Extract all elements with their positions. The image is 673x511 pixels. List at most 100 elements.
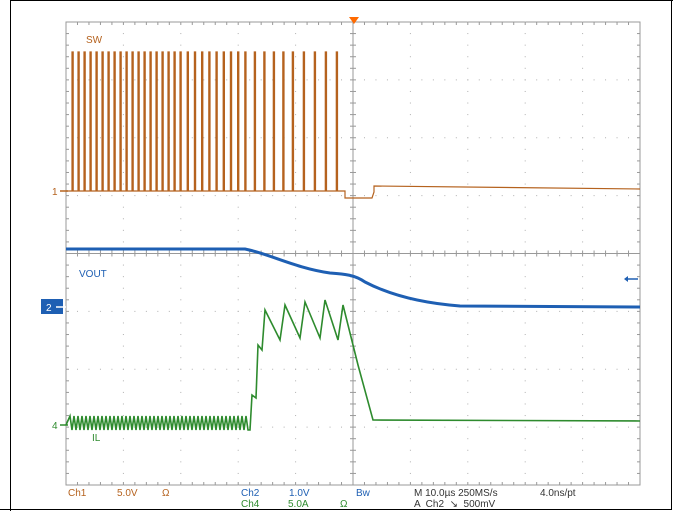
grid-dot <box>409 56 411 58</box>
grid-dot <box>467 218 469 220</box>
grid-dot <box>467 426 469 428</box>
grid-dot <box>306 310 308 312</box>
grid-dot <box>582 438 584 440</box>
grid-dot <box>467 391 469 393</box>
grid-dot <box>363 426 365 428</box>
grid-dot <box>306 137 308 139</box>
grid-dot <box>582 218 584 220</box>
grid-dot <box>76 310 78 312</box>
grid-dot <box>582 345 584 347</box>
grid-dot <box>306 426 308 428</box>
grid-dot <box>524 229 526 231</box>
bandwidth-limit-indicator: Bw <box>356 488 370 499</box>
grid-dot <box>237 322 239 324</box>
grid-dot <box>582 90 584 92</box>
grid-dot <box>260 79 262 81</box>
grid-dot <box>295 461 297 463</box>
grid-dot <box>467 148 469 150</box>
grid-dot <box>295 391 297 393</box>
grid-dot <box>180 206 182 208</box>
grid-dot <box>122 67 124 69</box>
grid-dot <box>524 33 526 35</box>
grid-dot <box>157 79 159 81</box>
grid-dot <box>524 380 526 382</box>
grid-dot <box>180 334 182 336</box>
grid-dot <box>524 218 526 220</box>
grid-dot <box>260 310 262 312</box>
grid-dot <box>180 345 182 347</box>
grid-dot <box>295 114 297 116</box>
grid-dot <box>168 368 170 370</box>
left-border <box>10 0 11 511</box>
grid-dot <box>501 310 503 312</box>
grid-dot <box>409 137 411 139</box>
grid-dot <box>432 310 434 312</box>
grid-dot <box>593 195 595 197</box>
grid-dot <box>295 287 297 289</box>
grid-dot <box>467 44 469 46</box>
grid-dot <box>237 299 239 301</box>
grid-dot <box>409 380 411 382</box>
grid-dot <box>582 44 584 46</box>
grid-dot <box>432 368 434 370</box>
grid-dot <box>421 426 423 428</box>
grid-dot <box>203 195 205 197</box>
grid-dot <box>260 368 262 370</box>
grid-dot <box>180 391 182 393</box>
grid-dot <box>180 449 182 451</box>
grid-dot <box>570 368 572 370</box>
grid-dot <box>306 195 308 197</box>
grid-dot <box>260 195 262 197</box>
grid-dot <box>582 206 584 208</box>
grid-dot <box>547 426 549 428</box>
grid-dot <box>295 403 297 405</box>
grid-dot <box>467 125 469 127</box>
grid-dot <box>582 449 584 451</box>
grid-dot <box>467 102 469 104</box>
grid-dot <box>237 449 239 451</box>
grid-dot <box>180 357 182 359</box>
grid-dot <box>237 276 239 278</box>
grid-dot <box>375 79 377 81</box>
grid-dot <box>363 310 365 312</box>
grid-dot <box>616 195 618 197</box>
grid-dot <box>421 195 423 197</box>
grid-dot <box>547 310 549 312</box>
grid-dot <box>524 322 526 324</box>
grid-dot <box>237 334 239 336</box>
grid-dot <box>226 368 228 370</box>
grid-dot <box>409 438 411 440</box>
grid-dot <box>318 79 320 81</box>
grid-dot <box>547 195 549 197</box>
grid-dot <box>157 310 159 312</box>
grid-dot <box>122 438 124 440</box>
grid-dot <box>295 171 297 173</box>
grid-dot <box>582 299 584 301</box>
grid-dot <box>582 322 584 324</box>
grid-dot <box>513 137 515 139</box>
grid-dot <box>122 461 124 463</box>
grid-dot <box>386 79 388 81</box>
grid-dot <box>260 137 262 139</box>
grid-dot <box>467 310 469 312</box>
grid-dot <box>122 368 124 370</box>
grid-dot <box>363 137 365 139</box>
grid-dot <box>616 79 618 81</box>
grid-dot <box>467 438 469 440</box>
grid-dot <box>180 322 182 324</box>
grid-dot <box>467 67 469 69</box>
grid-dot <box>329 195 331 197</box>
ch4-status-impedance: Ω <box>340 499 348 510</box>
grid-dot <box>237 44 239 46</box>
grid-dot <box>513 426 515 428</box>
grid-dot <box>180 287 182 289</box>
grid-dot <box>122 264 124 266</box>
grid-dot <box>559 137 561 139</box>
grid-dot <box>582 380 584 382</box>
grid-dot <box>409 310 411 312</box>
grid-dot <box>524 137 526 139</box>
grid-dot <box>157 426 159 428</box>
grid-dot <box>582 461 584 463</box>
grid-dot <box>99 137 101 139</box>
